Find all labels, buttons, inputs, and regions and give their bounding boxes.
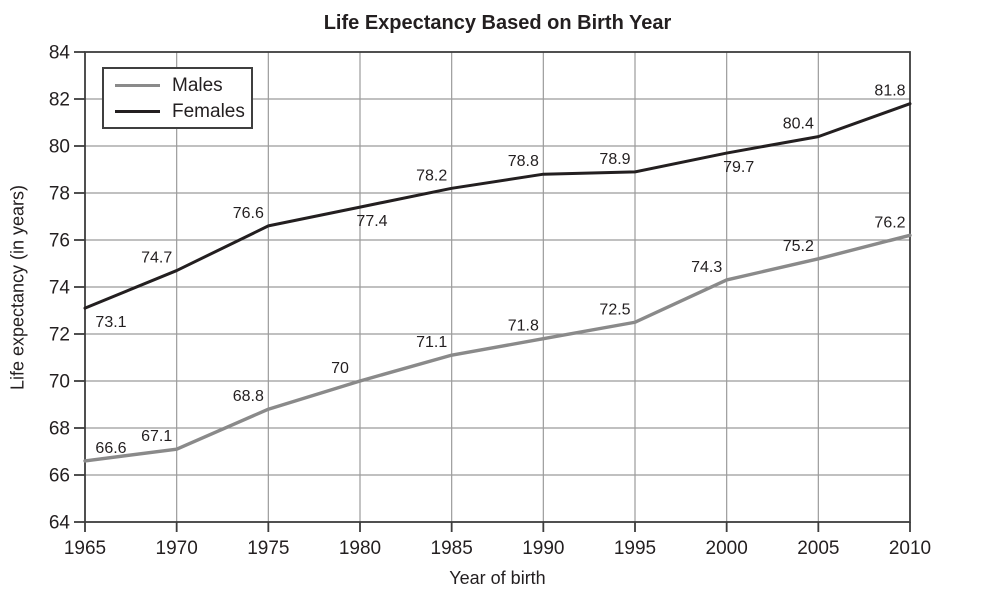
- x-tick-label: 1990: [522, 538, 564, 559]
- females-line-swatch: [115, 109, 160, 113]
- y-tick-label: 76: [49, 231, 70, 252]
- x-tick-label: 1985: [431, 538, 473, 559]
- females-point-label: 80.4: [783, 116, 814, 133]
- females-point-label: 77.4: [356, 213, 387, 230]
- x-tick-label: 2010: [889, 538, 931, 559]
- legend-item-females: Females: [104, 102, 251, 121]
- females-line: [83, 102, 912, 310]
- females-point-label: 73.1: [95, 314, 126, 331]
- chart-title: Life Expectancy Based on Birth Year: [323, 12, 672, 34]
- legend: Males Females: [102, 67, 253, 129]
- females-point-label: 78.8: [508, 153, 539, 170]
- y-axis-title: Life expectancy (in years): [7, 184, 28, 391]
- y-tick-label: 84: [49, 43, 71, 64]
- y-tick-label: 70: [49, 372, 70, 393]
- legend-label-females: Females: [172, 100, 245, 122]
- females-point-label: 74.7: [141, 250, 172, 267]
- males-point-label: 67.1: [141, 428, 172, 445]
- legend-item-males: Males: [104, 76, 251, 95]
- y-tick-label: 80: [49, 137, 70, 158]
- x-tick-label: 1965: [64, 538, 106, 559]
- males-point-label: 71.1: [416, 334, 447, 351]
- y-tick-label: 74: [49, 278, 71, 299]
- x-tick-label: 1980: [339, 538, 381, 559]
- x-tick-label: 1975: [247, 538, 289, 559]
- females-point-label: 78.9: [599, 151, 630, 168]
- x-axis-title: Year of birth: [449, 568, 546, 588]
- males-point-label: 70: [331, 360, 349, 377]
- males-point-label: 75.2: [783, 238, 814, 255]
- y-tick-label: 64: [49, 513, 71, 534]
- y-tick-label: 78: [49, 184, 70, 205]
- y-tick-label: 66: [49, 466, 70, 487]
- males-point-label: 66.6: [95, 440, 126, 457]
- males-line: [83, 233, 912, 463]
- females-point-label: 78.2: [416, 167, 447, 184]
- y-tick-label: 68: [49, 419, 70, 440]
- males-point-label: 76.2: [874, 214, 905, 231]
- x-tick-label: 1970: [156, 538, 198, 559]
- males-point-label: 74.3: [691, 259, 722, 276]
- plot-border: [84, 51, 911, 523]
- y-tick-label: 82: [49, 90, 70, 111]
- females-point-label: 79.7: [723, 159, 754, 176]
- females-point-label: 81.8: [874, 83, 905, 100]
- legend-label-males: Males: [172, 74, 223, 96]
- x-tick-label: 2000: [706, 538, 748, 559]
- males-point-label: 72.5: [599, 301, 630, 318]
- males-point-label: 68.8: [233, 388, 264, 405]
- males-line-swatch: [115, 83, 160, 87]
- y-tick-label: 72: [49, 325, 70, 346]
- males-point-label: 71.8: [508, 318, 539, 335]
- x-tick-label: 2005: [797, 538, 839, 559]
- x-tick-label: 1995: [614, 538, 656, 559]
- females-point-label: 76.6: [233, 205, 264, 222]
